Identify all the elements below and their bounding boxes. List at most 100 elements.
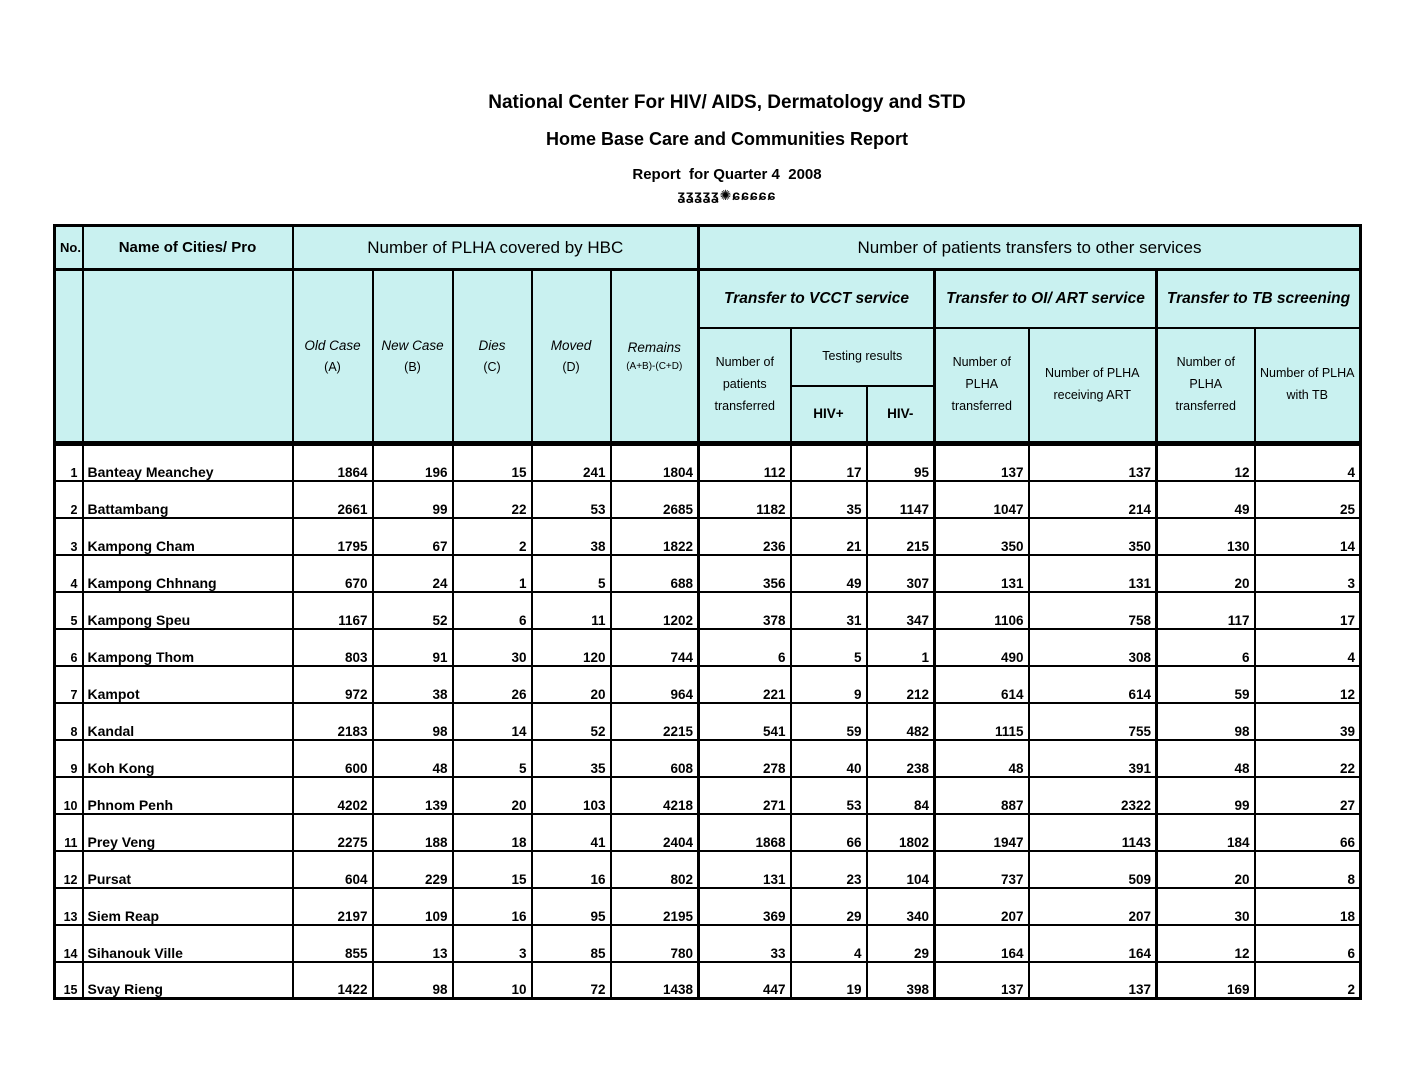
- cell-plha-receiving-art: 137: [1027, 960, 1158, 1000]
- cell-city-name: Kampong Chhnang: [81, 553, 294, 593]
- cell-row-number: 12: [53, 849, 84, 889]
- cell-city-name: Kampot: [81, 664, 294, 704]
- cell-hiv-positive: 23: [789, 849, 868, 889]
- table-row: 7 Kampot 972 38 26 20 964 221 9 212 614 …: [53, 664, 1362, 704]
- cell-old-case: 972: [291, 664, 374, 704]
- cell-dies: 22: [451, 479, 533, 519]
- group-header-hbc: Number of PLHA covered by HBC: [291, 224, 700, 271]
- cell-dies: 2: [451, 516, 533, 556]
- cell-plha-receiving-art: 164: [1027, 923, 1158, 963]
- cell-city-name: Kampong Cham: [81, 516, 294, 556]
- hbc-report-table: No. Name of Cities/ Pro Number of PLHA c…: [53, 224, 1363, 1000]
- cell-dies: 10: [451, 960, 533, 1000]
- cell-dies: 5: [451, 738, 533, 778]
- cell-oi-plha-transferred: 1947: [933, 812, 1030, 852]
- cell-plha-with-tb: 6: [1253, 923, 1362, 963]
- cell-hiv-positive: 40: [789, 738, 868, 778]
- cell-city-name: Kampong Speu: [81, 590, 294, 630]
- cell-patients-transferred: 131: [697, 849, 792, 889]
- cell-remains: 688: [609, 553, 700, 593]
- cell-plha-with-tb: 25: [1253, 479, 1362, 519]
- cell-tb-plha-transferred: 6: [1155, 627, 1256, 667]
- cell-moved: 72: [530, 960, 612, 1000]
- cell-old-case: 2197: [291, 886, 374, 926]
- cell-hiv-negative: 340: [865, 886, 936, 926]
- col-header-testing-results: Testing results: [789, 326, 936, 387]
- cell-tb-plha-transferred: 49: [1155, 479, 1256, 519]
- cell-remains: 1804: [609, 441, 700, 482]
- cell-tb-plha-transferred: 48: [1155, 738, 1256, 778]
- cell-old-case: 1167: [291, 590, 374, 630]
- cell-hiv-negative: 104: [865, 849, 936, 889]
- cell-hiv-positive: 5: [789, 627, 868, 667]
- cell-remains: 744: [609, 627, 700, 667]
- cell-hiv-negative: 215: [865, 516, 936, 556]
- cell-plha-with-tb: 3: [1253, 553, 1362, 593]
- cell-tb-plha-transferred: 12: [1155, 441, 1256, 482]
- col-header-new-case: New Case (B): [371, 268, 454, 445]
- decorative-divider: ʓʓʓʓʓ✺ɕɕɕɕɕ: [677, 187, 777, 203]
- cell-moved: 95: [530, 886, 612, 926]
- cell-moved: 120: [530, 627, 612, 667]
- cell-new-case: 98: [371, 701, 454, 741]
- cell-old-case: 803: [291, 627, 374, 667]
- cell-oi-plha-transferred: 164: [933, 923, 1030, 963]
- cell-oi-plha-transferred: 1047: [933, 479, 1030, 519]
- cell-hiv-negative: 1147: [865, 479, 936, 519]
- group-header-tb: Transfer to TB screening: [1155, 268, 1362, 329]
- cell-row-number: 14: [53, 923, 84, 963]
- group-header-vcct: Transfer to VCCT service: [697, 268, 936, 329]
- cell-tb-plha-transferred: 98: [1155, 701, 1256, 741]
- cell-plha-receiving-art: 350: [1027, 516, 1158, 556]
- cell-plha-with-tb: 14: [1253, 516, 1362, 556]
- cell-dies: 26: [451, 664, 533, 704]
- cell-dies: 1: [451, 553, 533, 593]
- cell-row-number: 6: [53, 627, 84, 667]
- cell-hiv-positive: 31: [789, 590, 868, 630]
- header-row-groups: No. Name of Cities/ Pro Number of PLHA c…: [53, 224, 1362, 271]
- cell-remains: 964: [609, 664, 700, 704]
- cell-remains: 608: [609, 738, 700, 778]
- cell-dies: 30: [451, 627, 533, 667]
- cell-old-case: 4202: [291, 775, 374, 815]
- cell-tb-plha-transferred: 184: [1155, 812, 1256, 852]
- cell-moved: 38: [530, 516, 612, 556]
- cell-patients-transferred: 6: [697, 627, 792, 667]
- cell-oi-plha-transferred: 350: [933, 516, 1030, 556]
- cell-plha-receiving-art: 207: [1027, 886, 1158, 926]
- cell-oi-plha-transferred: 131: [933, 553, 1030, 593]
- cell-plha-receiving-art: 308: [1027, 627, 1158, 667]
- cell-hiv-negative: 307: [865, 553, 936, 593]
- cell-old-case: 855: [291, 923, 374, 963]
- table-row: 3 Kampong Cham 1795 67 2 38 1822 236 21 …: [53, 516, 1362, 556]
- cell-remains: 2685: [609, 479, 700, 519]
- cell-hiv-positive: 4: [789, 923, 868, 963]
- cell-oi-plha-transferred: 887: [933, 775, 1030, 815]
- cell-old-case: 2661: [291, 479, 374, 519]
- cell-new-case: 98: [371, 960, 454, 1000]
- cell-patients-transferred: 221: [697, 664, 792, 704]
- cell-city-name: Sihanouk Ville: [81, 923, 294, 963]
- cell-oi-plha-transferred: 137: [933, 441, 1030, 482]
- cell-old-case: 604: [291, 849, 374, 889]
- cell-new-case: 24: [371, 553, 454, 593]
- cell-patients-transferred: 378: [697, 590, 792, 630]
- cell-plha-with-tb: 27: [1253, 775, 1362, 815]
- table-row: 2 Battambang 2661 99 22 53 2685 1182 35 …: [53, 479, 1362, 519]
- cell-old-case: 2275: [291, 812, 374, 852]
- col-header-hiv-positive: HIV+: [789, 384, 868, 445]
- cell-city-name: Kampong Thom: [81, 627, 294, 667]
- col-header-hiv-negative: HIV-: [865, 384, 936, 445]
- cell-tb-plha-transferred: 59: [1155, 664, 1256, 704]
- cell-new-case: 48: [371, 738, 454, 778]
- cell-moved: 35: [530, 738, 612, 778]
- cell-hiv-negative: 212: [865, 664, 936, 704]
- col-header-plha-receiving-art: Number of PLHA receiving ART: [1027, 326, 1158, 445]
- cell-plha-with-tb: 39: [1253, 701, 1362, 741]
- cell-patients-transferred: 541: [697, 701, 792, 741]
- header-row-services: Old Case (A) New Case (B) Dies (C) Moved…: [53, 268, 1362, 445]
- group-header-transfers: Number of patients transfers to other se…: [697, 224, 1362, 271]
- cell-patients-transferred: 369: [697, 886, 792, 926]
- col-header-tb-plha-transferred: Number of PLHA transferred: [1155, 326, 1256, 445]
- col-header-patients-transferred: Number of patients transferred: [697, 326, 792, 445]
